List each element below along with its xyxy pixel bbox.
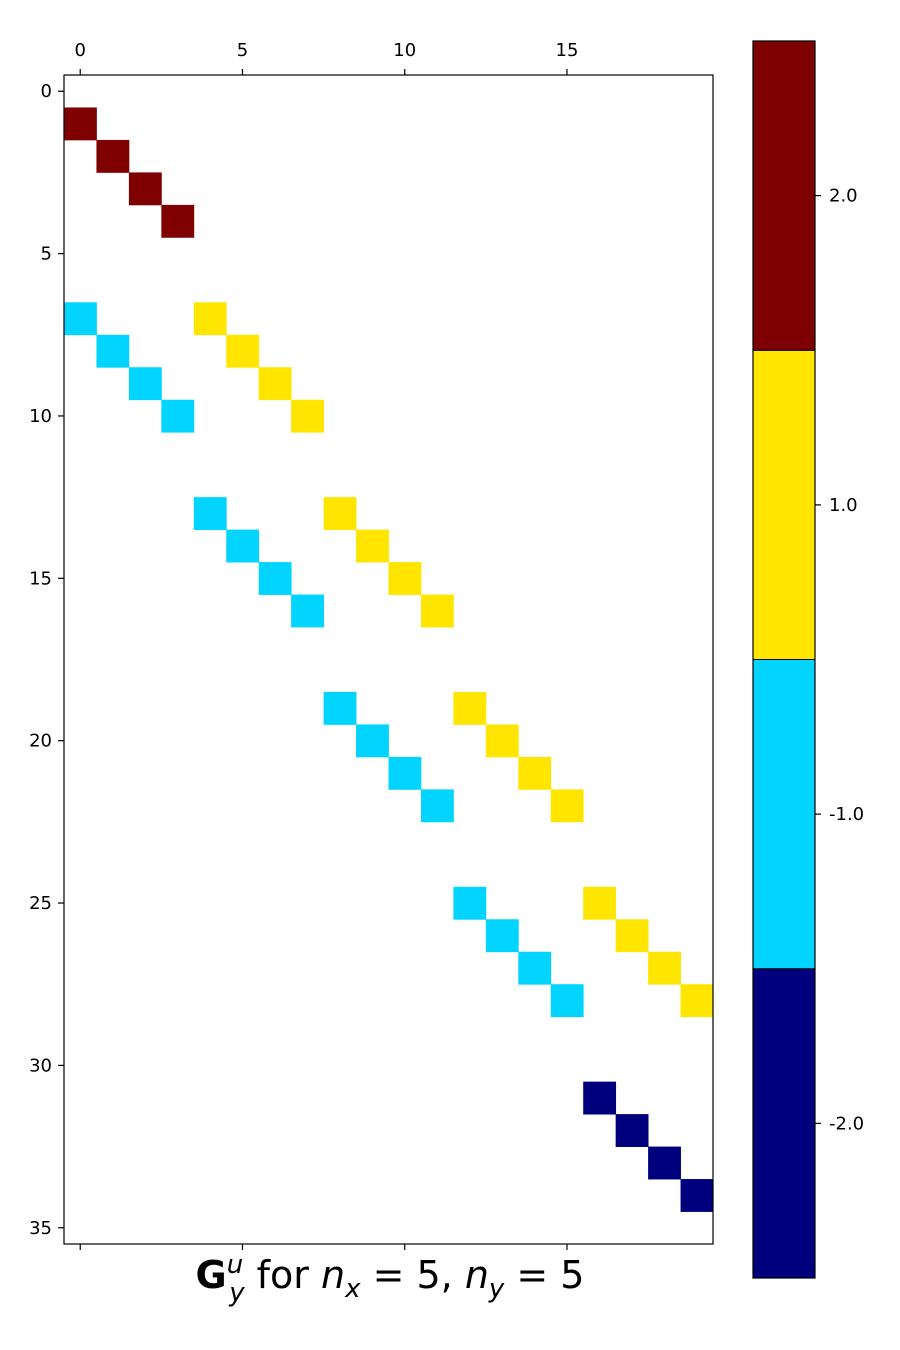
- matrix-cell: [226, 529, 260, 563]
- matrix-cell: [583, 886, 617, 920]
- matrix-cell: [648, 1146, 681, 1180]
- title-eq1: = 5,: [360, 1253, 464, 1297]
- title-ny: n: [465, 1253, 489, 1297]
- matrix-cell: [388, 756, 422, 790]
- title-matrix-symbol: G: [196, 1253, 227, 1297]
- matrix-cell: [615, 919, 649, 953]
- matrix-cell: [518, 756, 552, 790]
- colorbar: -2.0 -1.0 1.0 2.0: [752, 40, 864, 1279]
- matrix-cell: [485, 724, 519, 758]
- matrix-cell: [323, 691, 357, 725]
- colorbar-segments: [752, 40, 816, 1279]
- x-tick-label: 0: [74, 40, 85, 61]
- colorbar-ticks: -2.0 -1.0 1.0 2.0: [815, 186, 864, 1134]
- matrix-plot: 0 5 10 15 0 5 10 15 20 25 30 35: [29, 40, 714, 1250]
- matrix-cell: [258, 367, 292, 401]
- matrix-cell: [453, 886, 487, 920]
- x-axis-bottom: [79, 1244, 568, 1250]
- x-tick-label: 10: [393, 40, 416, 61]
- colorbar-tick-label: 2.0: [829, 186, 858, 207]
- matrix-cell: [550, 789, 584, 823]
- matrix-cell: [193, 302, 227, 336]
- x-tick-label: 5: [237, 40, 248, 61]
- matrix-cell: [193, 497, 227, 531]
- matrix-cell: [161, 204, 195, 238]
- y-tick-label: 30: [29, 1055, 52, 1076]
- matrix-cell: [64, 107, 97, 141]
- matrix-cell: [291, 594, 324, 628]
- matrix-cell: [453, 691, 487, 725]
- matrix-cell: [64, 302, 97, 336]
- title-ny-sub: y: [488, 1274, 505, 1304]
- matrix-cell: [420, 594, 454, 628]
- matrix-cell: [356, 529, 389, 563]
- colorbar-segment: [752, 659, 816, 970]
- y-tick-label: 0: [41, 81, 52, 102]
- matrix-cell: [96, 334, 130, 368]
- y-tick-label: 10: [29, 406, 52, 427]
- colorbar-segment: [752, 40, 816, 351]
- title-subscript: y: [228, 1278, 245, 1308]
- title-nx-sub: x: [344, 1274, 361, 1304]
- colorbar-tick-label: -1.0: [829, 804, 864, 825]
- colorbar-tick-label: -2.0: [829, 1113, 864, 1134]
- matrix-cell: [518, 951, 552, 985]
- matrix-cell: [323, 497, 357, 531]
- chart-title: Gu y for nx = 5, ny = 5: [196, 1250, 585, 1308]
- y-tick-label: 35: [29, 1218, 52, 1239]
- x-axis-top: 0 5 10 15: [74, 40, 578, 75]
- matrix-cell: [648, 951, 681, 985]
- matrix-cell: [680, 984, 714, 1018]
- colorbar-segment: [752, 968, 816, 1279]
- matrix-cell: [291, 399, 324, 433]
- colorbar-frame: [752, 40, 816, 1279]
- y-axis: 0 5 10 15 20 25 30 35: [29, 81, 64, 1239]
- matrix-cell: [680, 1179, 714, 1212]
- matrix-cell: [161, 399, 195, 433]
- y-tick-label: 20: [29, 731, 52, 752]
- matrix-cell: [583, 1081, 617, 1115]
- y-tick-label: 15: [29, 568, 52, 589]
- axes-frame: [63, 74, 714, 1245]
- matrix-cell: [128, 367, 162, 401]
- title-eq2: = 5: [504, 1253, 584, 1297]
- matrix-cell: [388, 562, 422, 595]
- title-for: for: [245, 1253, 321, 1297]
- matrix-cell: [615, 1114, 649, 1147]
- title-nx: n: [321, 1253, 345, 1297]
- matrix-cell: [258, 562, 292, 595]
- matrix-cells: [64, 107, 714, 1212]
- matrix-cell: [128, 172, 162, 206]
- matrix-cell: [550, 984, 584, 1018]
- y-tick-label: 5: [41, 244, 52, 265]
- matrix-cell: [226, 334, 260, 368]
- colorbar-tick-label: 1.0: [829, 495, 858, 516]
- colorbar-segment: [752, 349, 816, 660]
- title-superscript: u: [227, 1250, 243, 1280]
- matrix-cell: [485, 919, 519, 953]
- matrix-cell: [356, 724, 389, 758]
- x-tick-label: 15: [556, 40, 579, 61]
- matrix-cell: [96, 139, 130, 173]
- matrix-cell: [420, 789, 454, 823]
- y-tick-label: 25: [29, 893, 52, 914]
